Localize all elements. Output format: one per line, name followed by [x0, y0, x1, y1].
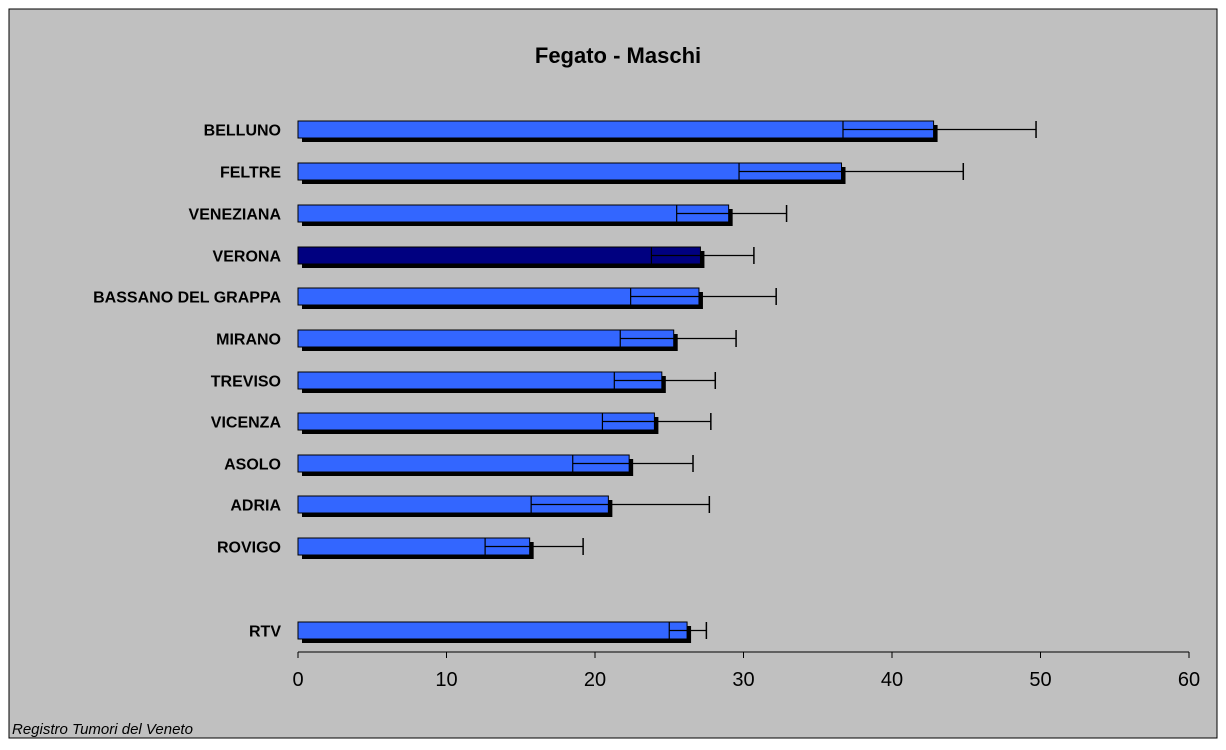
- x-tick-label-0: 0: [292, 669, 303, 691]
- category-label-vicenza: VICENZA: [211, 415, 282, 432]
- x-tick-label-60: 60: [1178, 669, 1200, 691]
- x-tick-label-40: 40: [881, 669, 903, 691]
- category-label-feltre: FELTRE: [220, 165, 281, 182]
- category-label-adria: ADRIA: [230, 498, 281, 515]
- x-axis: 0 10 20 30 40 50 60: [292, 651, 1200, 691]
- x-tick-label-20: 20: [584, 669, 606, 691]
- category-label-asolo: ASOLO: [224, 457, 281, 474]
- x-tick-label-10: 10: [435, 669, 457, 691]
- x-tick-label-30: 30: [732, 669, 754, 691]
- chart-title: Fegato - Maschi: [535, 43, 701, 68]
- bar-mirano: [297, 329, 675, 348]
- bar-vicenza: [297, 412, 655, 431]
- bar-treviso: [297, 371, 663, 390]
- category-label-veneziana: VENEZIANA: [189, 207, 282, 224]
- bar-verona: [297, 246, 701, 265]
- bars-layer: BELLUNO FELTRE VENEZIANA VERONA BASSANO DEL …: [93, 120, 1037, 643]
- source-note: Registro Tumori del Veneto: [12, 721, 193, 738]
- category-label-rovigo: ROVIGO: [217, 540, 281, 557]
- category-label-belluno: BELLUNO: [204, 123, 281, 140]
- bar-belluno: [297, 120, 935, 139]
- category-label-treviso: TREVISO: [211, 374, 281, 391]
- bar-rtv: [297, 621, 688, 640]
- category-label-mirano: MIRANO: [216, 332, 281, 349]
- category-label-verona: VERONA: [213, 249, 282, 266]
- category-label-rtv: RTV: [249, 624, 281, 641]
- category-label-bassano-del-grappa: BASSANO DEL GRAPPA: [93, 290, 281, 307]
- x-tick-label-50: 50: [1029, 669, 1051, 691]
- bar-veneziana: [297, 204, 730, 223]
